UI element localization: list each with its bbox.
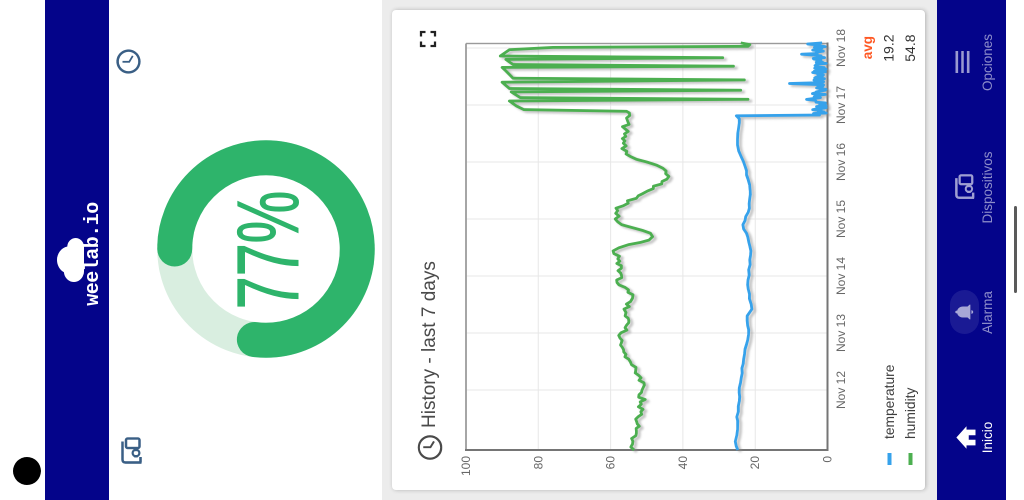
svg-text:60: 60: [604, 456, 618, 470]
svg-text:0: 0: [821, 456, 835, 463]
svg-text:History - last 7 days: History - last 7 days: [419, 261, 440, 428]
svg-text:Nov 18: Nov 18: [834, 29, 848, 67]
svg-text:100: 100: [459, 456, 473, 476]
svg-text:Nov 13: Nov 13: [834, 314, 848, 352]
svg-text:Nov 15: Nov 15: [834, 200, 848, 238]
svg-text:19.2: 19.2: [881, 34, 897, 61]
svg-text:avg: avg: [860, 36, 875, 59]
svg-text:Nov 17: Nov 17: [834, 86, 848, 124]
svg-text:80: 80: [531, 456, 545, 470]
svg-text:Nov 14: Nov 14: [834, 257, 848, 295]
svg-text:40: 40: [676, 456, 690, 470]
svg-text:Nov 16: Nov 16: [834, 143, 848, 181]
svg-text:20: 20: [748, 456, 762, 470]
svg-text:temperature: temperature: [882, 364, 897, 439]
svg-text:Nov 12: Nov 12: [834, 371, 848, 409]
svg-text:54.8: 54.8: [902, 34, 918, 61]
svg-text:humidity: humidity: [903, 388, 918, 439]
